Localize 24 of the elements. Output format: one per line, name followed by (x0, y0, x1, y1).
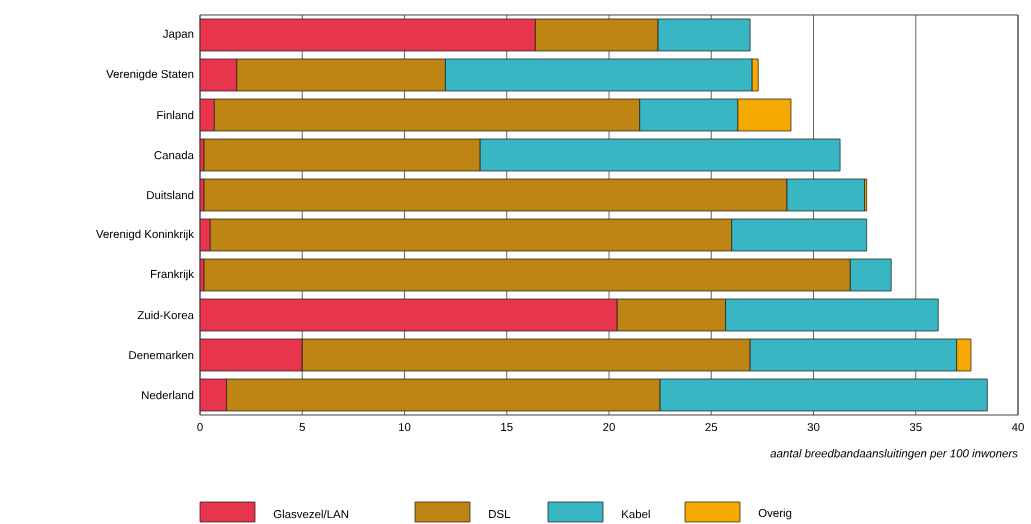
legend-label: DSL (489, 509, 511, 519)
legend-label: Overig (758, 508, 792, 520)
x-axis-title: aantal breedbandaansluitingen per 100 inwoners (770, 449, 1018, 460)
x-tick-label: 35 (909, 423, 922, 432)
legend-label: Glasvezel/LAN (273, 509, 349, 519)
y-tick-label: Frankrijk (151, 269, 195, 281)
y-tick-label: Zuid-Korea (137, 310, 194, 320)
x-tick-label: 30 (807, 423, 820, 432)
y-tick-label: Denemarken (129, 350, 194, 360)
x-tick-label: 10 (399, 423, 411, 432)
x-tick-label: 40 (1011, 423, 1024, 432)
legend-label: Kabel (622, 509, 650, 519)
y-tick-label: Duitsland (147, 190, 194, 200)
y-tick-label: Verenigd Koninkrijk (95, 229, 194, 241)
y-tick-label: Japan (162, 29, 194, 41)
y-tick-label: Canada (154, 150, 194, 160)
x-tick-label: 15 (501, 423, 513, 431)
x-tick-label: 25 (705, 423, 718, 432)
y-tick-label: Verenigde Staten (106, 69, 194, 81)
x-tick-label: 0 (197, 423, 203, 432)
x-tick-label: 20 (603, 423, 615, 432)
y-tick-label: Nederland (142, 390, 194, 400)
x-tick-label: 5 (299, 423, 305, 431)
y-tick-label: Finland (157, 110, 194, 120)
